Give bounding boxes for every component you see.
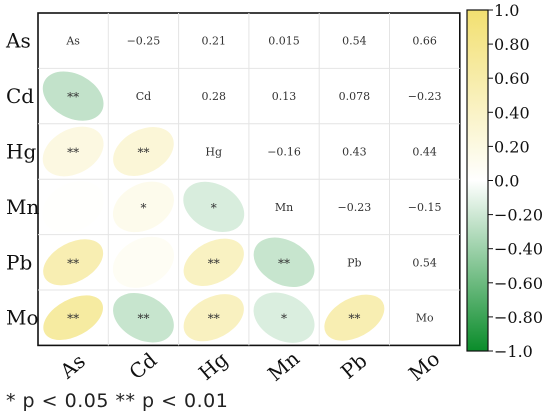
diagonal-label: As [65, 35, 80, 48]
coefficient-label: 0.66 [412, 35, 437, 48]
colorbar-tick-label: −1.0 [494, 342, 533, 361]
x-tick-label: Cd [124, 348, 161, 385]
significance-mark: * [140, 201, 146, 215]
correlation-ellipse [113, 292, 174, 343]
colorbar-tick-label: −0.60 [494, 274, 543, 293]
correlation-ellipse [183, 238, 244, 286]
correlation-ellipse [183, 181, 245, 233]
coefficient-label: −0.23 [337, 201, 371, 214]
significance-mark: ** [67, 90, 79, 104]
coefficient-label: 0.078 [339, 90, 371, 103]
x-tick-label: As [55, 349, 90, 384]
coefficient-label: −0.15 [408, 201, 442, 214]
x-tick-label: Hg [194, 347, 233, 385]
y-tick-label: Mn [6, 195, 39, 219]
colorbar [466, 9, 489, 352]
significance-mark: ** [278, 256, 290, 270]
coefficient-label: −0.16 [267, 146, 301, 159]
colorbar-tick-label: 0.80 [494, 35, 530, 54]
diagonal-label: Mo [416, 312, 434, 325]
significance-mark: ** [208, 312, 220, 326]
coefficient-label: 0.43 [342, 146, 367, 159]
y-tick-label: As [5, 29, 31, 53]
correlation-ellipse [253, 292, 315, 343]
x-tick-label: Mn [263, 346, 304, 386]
significance-mark: ** [348, 312, 360, 326]
colorbar-tick-label: 0.20 [494, 137, 530, 156]
coefficient-label: −0.25 [127, 35, 161, 48]
coefficient-label: 0.13 [272, 90, 297, 103]
x-tick-label: Pb [336, 348, 372, 383]
significance-mark: ** [67, 146, 79, 160]
colorbar-tick-label: −0.40 [494, 240, 543, 259]
colorbar-tick-label: 0.40 [494, 103, 530, 122]
diagonal-label: Mn [275, 201, 293, 214]
y-tick-label: Mo [6, 306, 39, 330]
y-tick-label: Cd [6, 84, 34, 108]
correlation-ellipse [43, 295, 103, 341]
coefficient-label: 0.015 [268, 35, 300, 48]
coefficient-label: 0.21 [202, 35, 227, 48]
correlation-ellipse [42, 126, 104, 177]
diagonal-label: Pb [347, 256, 361, 269]
colorbar-tick-label: 1.0 [494, 1, 519, 20]
significance-mark: ** [67, 312, 79, 326]
coefficient-label: 0.28 [202, 90, 227, 103]
diagonal-label: Hg [205, 146, 222, 159]
correlation-ellipse [43, 239, 104, 286]
diagonal-label: Cd [136, 90, 151, 103]
colorbar-tick-label: −0.80 [494, 308, 543, 327]
colorbar-tick-label: 0.0 [494, 172, 519, 191]
correlation-ellipse [112, 181, 174, 233]
coefficient-label: −0.23 [408, 90, 442, 103]
x-tick-label: Mo [404, 346, 444, 385]
correlation-ellipse [253, 237, 315, 288]
correlation-ellipse [324, 294, 385, 341]
significance-footnote: * p < 0.05 ** p < 0.01 [6, 390, 229, 412]
coefficient-label: 0.54 [342, 35, 367, 48]
significance-mark: ** [137, 146, 149, 160]
y-tick-label: Pb [6, 250, 32, 274]
correlation-ellipse [42, 71, 104, 121]
correlation-ellipse [183, 294, 244, 342]
correlation-chart: As −0.25 0.21 0.015 0.54 0.66** Cd 0.28 0.13 0.07… [5, 1, 543, 386]
coefficient-label: 0.54 [412, 256, 437, 269]
significance-mark: ** [208, 256, 220, 270]
significance-mark: ** [137, 312, 149, 326]
correlation-ellipse [113, 127, 174, 176]
colorbar-tick-label: 0.60 [494, 69, 530, 88]
significance-mark: * [281, 312, 287, 326]
coefficient-label: 0.44 [412, 146, 437, 159]
colorbar-tick-label: −0.20 [494, 206, 543, 225]
correlation-ellipse [112, 236, 175, 288]
significance-mark: ** [67, 256, 79, 270]
correlation-ellipse [42, 181, 104, 233]
y-tick-label: Hg [6, 140, 36, 164]
significance-mark: * [211, 201, 217, 215]
